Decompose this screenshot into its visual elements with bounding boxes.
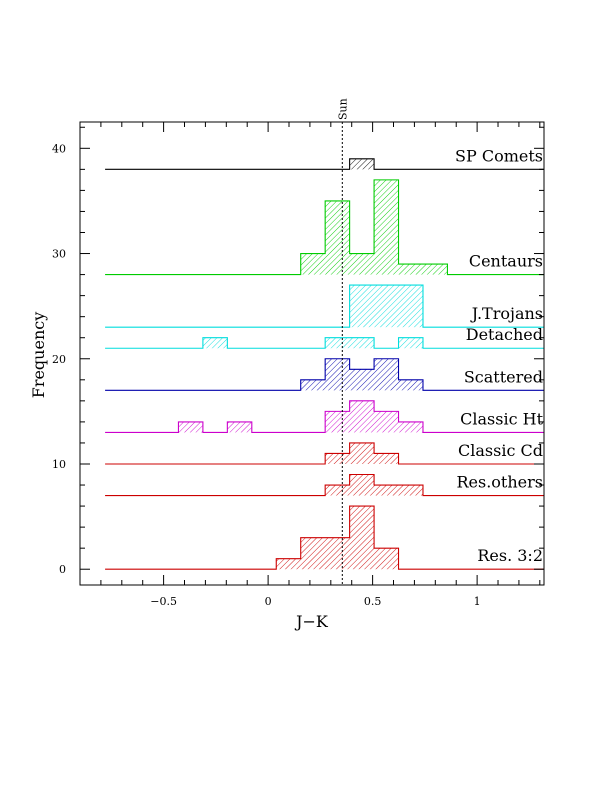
series-6: Classic Cd bbox=[105, 441, 544, 465]
series-layer: SP Comets Centaurs J.Trojans Detached Scatte… bbox=[105, 146, 544, 570]
histogram-bin bbox=[398, 337, 423, 349]
histogram-bin bbox=[398, 264, 423, 275]
series-3: Detached bbox=[105, 325, 544, 349]
histogram-bin bbox=[349, 158, 375, 170]
x-tick-label: 0 bbox=[265, 595, 272, 608]
y-axis-label: Frequency bbox=[29, 312, 48, 399]
histogram-bin bbox=[300, 379, 326, 391]
histogram-bin bbox=[398, 379, 423, 391]
histogram-bin bbox=[374, 358, 399, 391]
histogram-bin bbox=[374, 411, 399, 433]
histogram-bin bbox=[349, 442, 375, 464]
series-4: Scattered bbox=[105, 358, 544, 391]
series-label: Res. 3:2 bbox=[477, 546, 543, 565]
histogram-bin bbox=[422, 264, 448, 275]
series-outline bbox=[105, 473, 544, 497]
histogram-bin bbox=[325, 358, 350, 391]
histogram-bin bbox=[349, 285, 423, 328]
series-outline bbox=[105, 400, 544, 433]
series-label: J.Trojans bbox=[470, 304, 543, 323]
series-0: SP Comets bbox=[105, 146, 544, 170]
series-outline bbox=[105, 442, 544, 465]
histogram-bin bbox=[325, 453, 350, 464]
histogram-bin bbox=[300, 253, 326, 275]
series-5: Classic Ht bbox=[105, 400, 544, 433]
plot-frame bbox=[79, 121, 545, 586]
histogram-bin bbox=[325, 411, 350, 433]
histogram-bin bbox=[374, 453, 399, 464]
histogram-bin bbox=[349, 474, 375, 496]
y-tick-label: 0 bbox=[59, 563, 66, 576]
sun-label: Sun bbox=[336, 98, 349, 120]
histogram-bin bbox=[325, 485, 350, 496]
series-outline bbox=[105, 505, 544, 570]
histogram-bin bbox=[349, 369, 375, 391]
histogram-bin bbox=[178, 421, 203, 433]
series-outline bbox=[105, 158, 544, 170]
y-tick-label: 20 bbox=[52, 353, 66, 366]
series-label: Scattered bbox=[464, 367, 543, 386]
series-7: Res.others bbox=[105, 473, 544, 497]
histogram-bin bbox=[349, 253, 375, 275]
histogram-bin bbox=[325, 200, 350, 275]
histogram-bin bbox=[276, 558, 301, 570]
series-label: Centaurs bbox=[469, 252, 543, 271]
histogram-bin bbox=[374, 179, 399, 275]
series-outline bbox=[105, 337, 544, 349]
y-tick-label: 40 bbox=[52, 142, 66, 155]
series-label: Detached bbox=[466, 325, 543, 344]
x-tick-label: 0.5 bbox=[364, 595, 382, 608]
x-tick-label: 1 bbox=[474, 595, 481, 608]
histogram-bin bbox=[202, 337, 228, 349]
series-label: SP Comets bbox=[455, 146, 543, 165]
histogram-bin bbox=[300, 537, 350, 570]
x-tick-label: −0.5 bbox=[150, 595, 177, 608]
y-tick-label: 10 bbox=[52, 458, 66, 471]
series-outline bbox=[105, 358, 544, 391]
histogram-bin bbox=[227, 421, 252, 433]
histogram-bin bbox=[349, 506, 375, 570]
histogram-bin bbox=[398, 421, 423, 433]
x-axis-label: J−K bbox=[294, 612, 329, 631]
histogram-bin bbox=[374, 548, 399, 570]
histogram-bin bbox=[325, 337, 375, 349]
series-label: Classic Cd bbox=[458, 441, 543, 460]
series-outline bbox=[105, 284, 544, 328]
histogram-bin bbox=[349, 400, 375, 433]
series-outline bbox=[105, 179, 544, 276]
series-label: Classic Ht bbox=[460, 409, 543, 428]
y-tick-label: 30 bbox=[52, 248, 66, 261]
series-8: Res. 3:2 bbox=[105, 505, 544, 570]
series-label: Res.others bbox=[456, 473, 543, 492]
series-2: J.Trojans bbox=[105, 284, 544, 328]
series-1: Centaurs bbox=[105, 179, 544, 276]
histogram-bin bbox=[374, 485, 423, 496]
